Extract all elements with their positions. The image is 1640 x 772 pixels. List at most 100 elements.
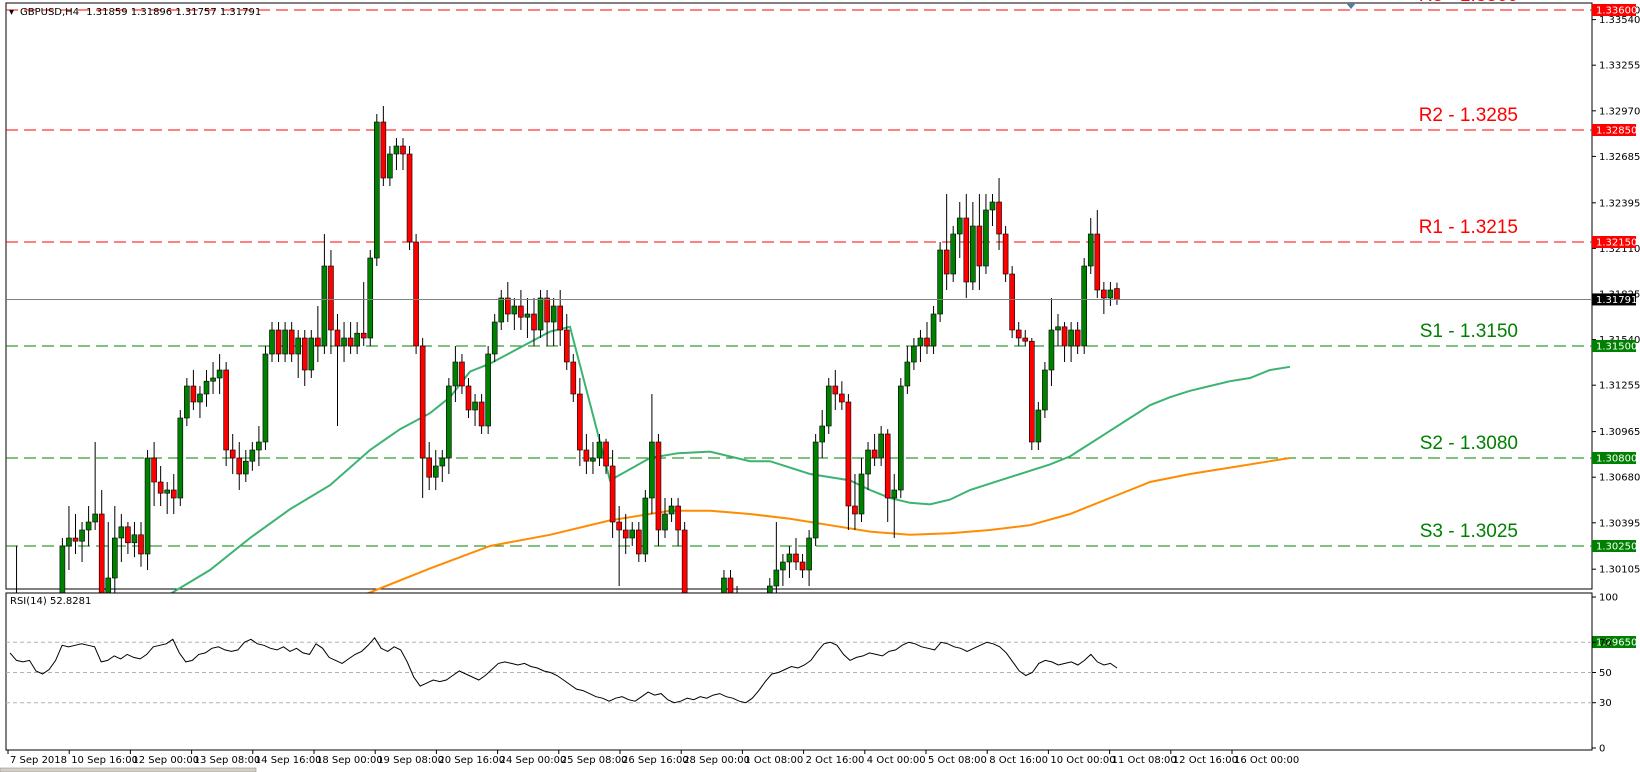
candle [531, 298, 537, 346]
candle [583, 434, 590, 474]
candle [675, 498, 681, 546]
level-price-tag-label: 1.29650 [1596, 638, 1637, 649]
price-pane[interactable]: R3 - 1.3360 R2 - 1.3285 R1 - 1.3215 S1 - 1.… [5, 0, 1593, 736]
candle-body [426, 457, 433, 478]
rsi-line [9, 636, 1118, 704]
candle [465, 378, 472, 418]
candle-body [341, 337, 347, 347]
candle [596, 434, 603, 466]
candle-body [459, 361, 465, 387]
candle-body [858, 473, 865, 515]
candle-body [812, 441, 819, 539]
candle-body [878, 433, 884, 459]
candle [282, 322, 288, 362]
candle-body [557, 305, 564, 331]
candle [85, 506, 92, 546]
candle [924, 322, 930, 354]
rsi-title: RSI(14) 52.8281 [10, 596, 91, 607]
candle-body [655, 441, 662, 531]
time-axis-label: 5 Oct 08:00 [928, 755, 987, 766]
candle-body [819, 425, 826, 443]
candle [406, 146, 413, 250]
candle [550, 298, 557, 346]
level-label-support: S2 - 1.3080 [1420, 433, 1518, 454]
candle-body [911, 345, 917, 363]
price-axis-label: 1.30105 [1599, 565, 1640, 576]
candle [400, 138, 406, 170]
rsi-pane[interactable]: RSI(14) 52.8281 [5, 592, 1593, 751]
candle-body [825, 385, 832, 427]
candle [635, 522, 642, 562]
horizontal-scrollbar[interactable] [0, 767, 257, 772]
candle [229, 434, 236, 474]
candle [1048, 298, 1055, 386]
candle-body [157, 481, 164, 494]
time-axis-label: 1 Oct 08:00 [744, 755, 803, 766]
price-axis-label: 1.30395 [1599, 518, 1640, 529]
candle-body [897, 385, 904, 491]
time-axis-label: 2 Oct 16:00 [806, 755, 865, 766]
candle [950, 226, 957, 282]
candle [577, 378, 583, 466]
candle [1029, 338, 1035, 450]
candle-body [891, 489, 898, 499]
candle-body [950, 233, 957, 275]
candle [1042, 362, 1048, 418]
candle-body [1101, 289, 1107, 299]
level-price-tag [1592, 236, 1636, 248]
price-axis-label: 1.32110 [1599, 244, 1640, 255]
candle-body [780, 561, 786, 571]
candle [511, 298, 518, 330]
candle [622, 514, 629, 554]
candle-body [1035, 409, 1042, 443]
candle [1101, 282, 1107, 314]
candle [970, 202, 976, 290]
candle [262, 346, 269, 450]
level-label-support: S1 - 1.3150 [1420, 321, 1518, 342]
candle [786, 546, 793, 578]
candle [380, 106, 387, 186]
level-price-tag-label: 1.31500 [1596, 342, 1637, 353]
candle [360, 282, 367, 346]
candle-body [524, 313, 531, 318]
candle-body [550, 305, 557, 323]
candle-body [616, 521, 622, 531]
candle [92, 442, 98, 530]
candle [79, 522, 85, 562]
candle [773, 522, 780, 594]
price-axis-label: 1.32395 [1599, 198, 1640, 209]
candle [819, 410, 826, 458]
candle-body [727, 577, 734, 595]
candle-body [288, 329, 295, 355]
candle-body [649, 441, 655, 499]
candle-body [118, 526, 125, 539]
candle [930, 306, 937, 354]
candle-body [956, 217, 963, 235]
candle [642, 490, 649, 562]
time-axis-label: 13 Sep 08:00 [194, 755, 261, 766]
level-price-tag [1592, 540, 1636, 552]
candle [419, 338, 426, 498]
rsi-levels [6, 641, 1592, 704]
candle [341, 322, 347, 362]
candle-body [799, 561, 806, 571]
candle [243, 450, 249, 482]
candle-body [79, 529, 85, 542]
instrument-label: GBPUSD,H4 [20, 7, 79, 18]
price-axis-label: 1.33540 [1599, 15, 1640, 26]
candle-body [164, 489, 170, 494]
candle [609, 450, 616, 538]
candle [177, 410, 184, 506]
candle-body [845, 401, 852, 507]
candle [570, 354, 577, 402]
candle [937, 242, 943, 322]
candle-body [1048, 329, 1055, 371]
candle-body [865, 449, 871, 475]
candle [897, 378, 904, 498]
candle [157, 466, 164, 506]
candle [144, 450, 151, 570]
candle [1035, 402, 1042, 450]
candle [629, 522, 636, 546]
ohlc-readout: 1.31859 1.31896 1.31757 1.31791 [86, 7, 261, 18]
